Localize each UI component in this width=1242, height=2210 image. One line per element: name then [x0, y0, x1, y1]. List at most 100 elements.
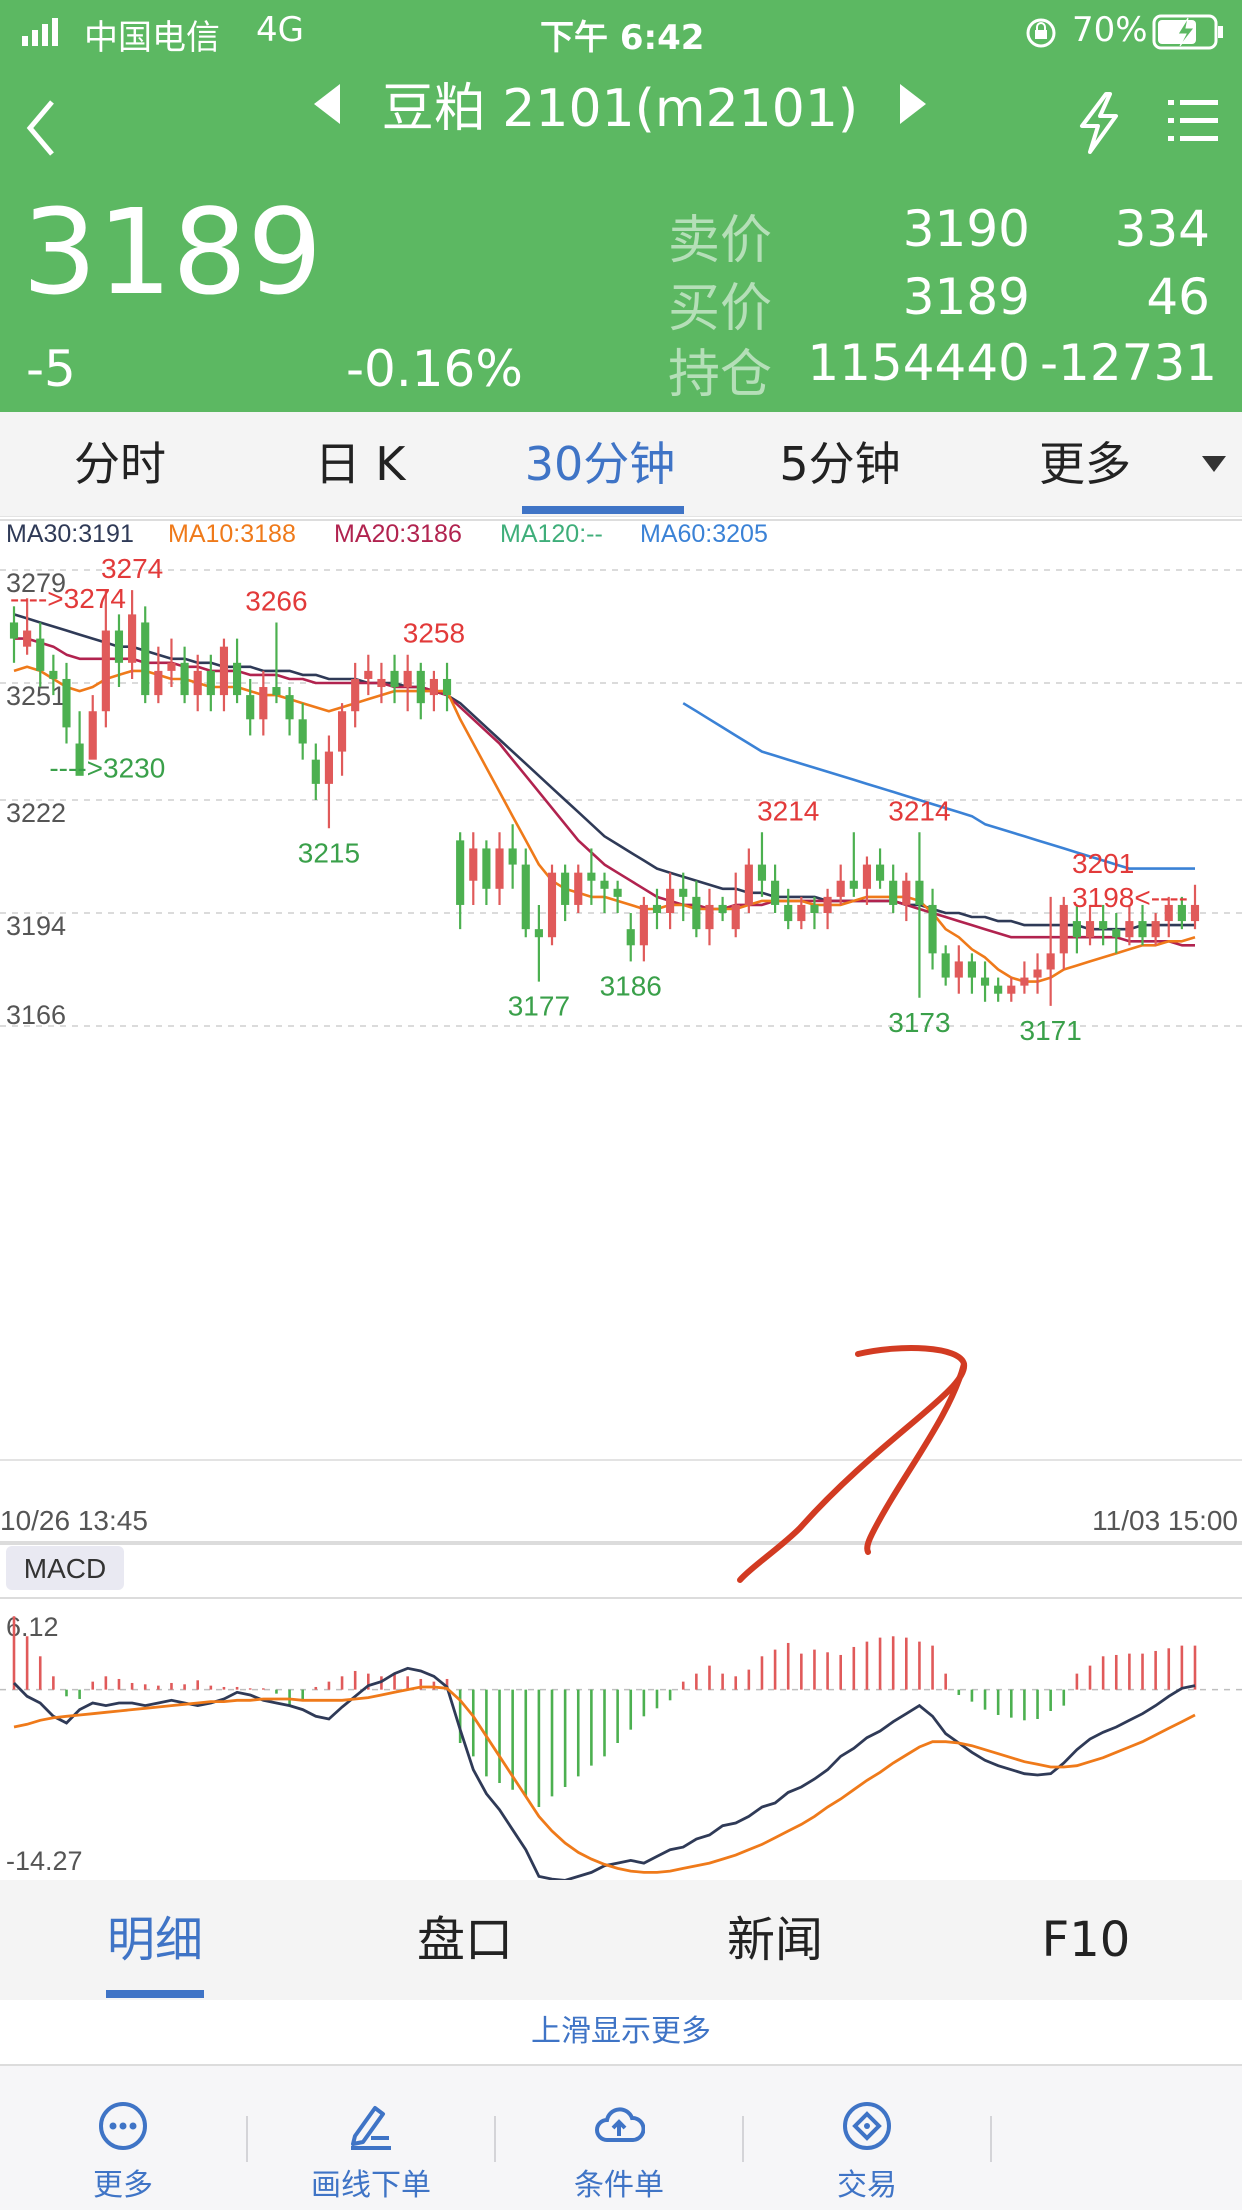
candle-body	[705, 904, 714, 930]
detail-tabs: 明细 盘口 新闻 F10	[0, 1880, 1242, 2000]
candle-body	[613, 888, 622, 897]
candle-body	[810, 904, 819, 914]
extreme-price-label: 3214	[757, 795, 819, 826]
candle-body	[784, 904, 793, 922]
pen-draw-icon	[351, 2106, 391, 2150]
legend-item: MA20:3186	[334, 520, 462, 548]
price-change-percent: -0.16%	[346, 340, 523, 398]
draw-order-label: 画线下单	[311, 2168, 431, 2203]
legend-item: MA10:3188	[168, 520, 296, 548]
candle-body	[259, 687, 268, 720]
y-axis-label: 3194	[6, 911, 66, 941]
candle-body	[1072, 921, 1081, 938]
extreme-price-label: 3171	[1020, 1015, 1082, 1046]
candle-body	[875, 864, 885, 881]
extreme-price-label: 3186	[600, 970, 662, 1001]
extreme-price-label: 3258	[403, 618, 465, 649]
toolbar-divider	[246, 2116, 248, 2162]
candle-body	[337, 711, 347, 752]
candle-body	[941, 953, 950, 978]
more-button[interactable]: 更多	[0, 2066, 246, 2210]
nav-bar: 豆粕 2101(m2101)	[0, 62, 1242, 192]
candle-body	[311, 759, 320, 784]
extreme-price-label: 3274	[101, 553, 163, 584]
active-tab-indicator	[522, 506, 684, 514]
candle-body	[534, 929, 543, 938]
candle-body	[692, 896, 701, 930]
toolbar-divider	[990, 2116, 992, 2162]
tab-daily-k[interactable]: 日 K	[314, 437, 406, 491]
y-axis-label: 3251	[6, 681, 66, 711]
contract-title[interactable]: 豆粕 2101(m2101)	[381, 79, 859, 139]
candle-body	[469, 848, 478, 881]
back-icon[interactable]	[22, 98, 62, 158]
candle-body	[456, 840, 465, 905]
tab-more[interactable]: 更多	[1039, 437, 1131, 491]
bid-volume: 46	[1146, 268, 1210, 326]
scroll-more-hint[interactable]: 上滑显示更多	[531, 2014, 711, 2049]
trade-label: 交易	[837, 2168, 897, 2203]
tab-30min[interactable]: 30分钟	[524, 437, 676, 491]
trade-button[interactable]: 交易	[744, 2066, 990, 2210]
macd-badge	[6, 1546, 124, 1590]
x-axis-start-label: 10/26 13:45	[0, 1505, 148, 1536]
candle-body	[206, 670, 215, 696]
candle-body	[1125, 921, 1134, 938]
candle-body	[36, 638, 45, 671]
bid-label: 买价	[668, 279, 773, 339]
candle-body	[1138, 921, 1147, 938]
candle-body	[1099, 921, 1108, 930]
candle-body	[416, 670, 425, 704]
menu-icon[interactable]	[1168, 98, 1218, 144]
candle-body	[403, 670, 412, 688]
ask-label: 卖价	[668, 211, 773, 271]
candle-body	[1177, 904, 1186, 922]
candle-body	[180, 662, 189, 696]
moving-average-lines	[13, 613, 1196, 983]
candle-body	[9, 622, 19, 639]
tab-details[interactable]: 明细	[106, 1912, 203, 1968]
macd-dea-line	[13, 1685, 1196, 1874]
candle-body	[849, 880, 858, 889]
lightning-icon[interactable]	[1076, 92, 1122, 154]
kline-chart[interactable]: MA30:3191 MA10:3188 MA20:3186 MA120:-- MA60:…	[0, 518, 1242, 1882]
open-interest: 1154440	[807, 334, 1030, 392]
tab-timeshare[interactable]: 分时	[74, 437, 166, 491]
price-change: -5	[26, 340, 76, 398]
dropdown-arrow-icon[interactable]	[1200, 454, 1228, 474]
candle-body	[1020, 977, 1029, 986]
prev-contract-icon[interactable]	[312, 82, 342, 126]
quote-header: 中国电信 4G 下午 6:42 70% 豆粕 2101(m2101)	[0, 0, 1242, 412]
tab-5min[interactable]: 5分钟	[779, 437, 901, 491]
arrow-price-label: ---->3230	[49, 753, 165, 784]
tab-news[interactable]: 新闻	[726, 1912, 823, 1968]
candle-body	[744, 864, 753, 905]
extreme-price-label: 3215	[298, 837, 360, 868]
ma-legend: MA30:3191 MA10:3188 MA20:3186 MA120:-- MA60:…	[6, 520, 768, 548]
next-contract-icon[interactable]	[898, 82, 928, 126]
battery-percent: 70%	[1072, 10, 1148, 50]
candle-body	[666, 888, 675, 914]
conditional-order-button[interactable]: 条件单	[496, 2066, 742, 2210]
more-dots-icon	[99, 2102, 147, 2150]
battery-charging-icon	[1152, 14, 1223, 50]
candle-body	[823, 896, 832, 914]
carrier-name: 中国电信	[84, 18, 220, 58]
hand-drawn-stroke	[864, 1361, 967, 1555]
arrow-price-label: 3198<----	[1072, 882, 1188, 913]
candle-body	[1059, 904, 1068, 954]
candle-body	[128, 614, 137, 663]
ask-volume: 334	[1114, 200, 1210, 258]
tab-f10[interactable]: F10	[1041, 1912, 1131, 1968]
open-interest-label: 持仓	[668, 345, 773, 405]
candle-body	[679, 888, 688, 897]
candle-body	[62, 678, 71, 728]
y-axis-label: 3279	[6, 568, 66, 598]
legend-item: MA120:--	[500, 520, 603, 548]
tab-orderbook[interactable]: 盘口	[416, 1912, 513, 1968]
draw-order-button[interactable]: 画线下单	[248, 2066, 494, 2210]
candle-body	[994, 985, 1003, 994]
candle-body	[757, 864, 767, 881]
kline-chart-svg[interactable]: MA30:3191 MA10:3188 MA20:3186 MA120:-- MA60:…	[0, 518, 1242, 1882]
